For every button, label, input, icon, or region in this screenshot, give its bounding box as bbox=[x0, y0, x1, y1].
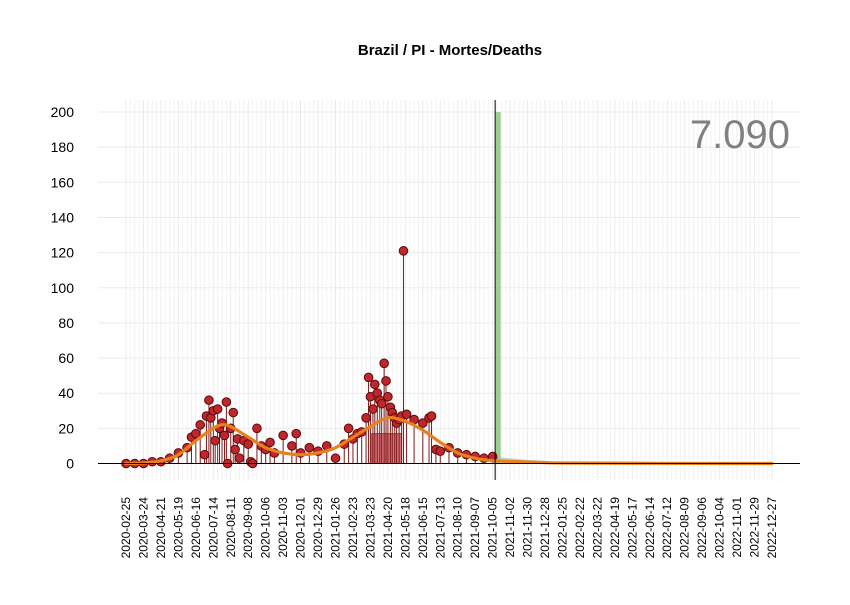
data-point bbox=[230, 444, 240, 455]
y-tick-label: 180 bbox=[51, 139, 75, 155]
data-point bbox=[418, 418, 428, 428]
x-tick-label: 2020-09-08 bbox=[241, 497, 255, 559]
x-tick-label: 2022-09-06 bbox=[695, 497, 709, 559]
x-tick-label: 2021-02-23 bbox=[346, 497, 360, 559]
x-tick-label: 2021-04-20 bbox=[381, 497, 395, 559]
x-tick-label: 2021-11-30 bbox=[521, 497, 535, 558]
data-point bbox=[210, 435, 220, 446]
data-point bbox=[363, 372, 374, 383]
y-tick-label: 200 bbox=[51, 104, 75, 120]
y-tick-label: 100 bbox=[51, 280, 75, 296]
data-point bbox=[330, 453, 341, 464]
x-tick-label: 2022-10-04 bbox=[713, 497, 727, 559]
x-tick-label: 2022-08-09 bbox=[678, 497, 692, 559]
x-tick-label: 2022-07-12 bbox=[660, 497, 674, 559]
x-tick-label: 2020-06-16 bbox=[189, 497, 203, 559]
data-point bbox=[265, 437, 275, 448]
data-point bbox=[221, 397, 232, 407]
y-tick-label: 60 bbox=[58, 350, 74, 366]
chart-title: Brazil / PI - Mortes/Deaths bbox=[358, 42, 542, 59]
x-tick-label: 2020-07-14 bbox=[206, 497, 220, 559]
data-point bbox=[361, 413, 371, 423]
x-tick-label: 2021-07-13 bbox=[433, 497, 447, 559]
highlight-bar bbox=[495, 112, 501, 464]
data-point bbox=[287, 441, 297, 451]
y-tick-label: 120 bbox=[51, 245, 75, 261]
x-tick-label: 2022-05-17 bbox=[625, 497, 639, 559]
data-point bbox=[252, 423, 262, 434]
x-tick-label: 2021-01-26 bbox=[329, 497, 343, 559]
x-tick-label: 2020-05-19 bbox=[171, 497, 185, 559]
x-tick-label: 2020-03-24 bbox=[136, 497, 150, 559]
total-label: 7.090 bbox=[690, 113, 790, 157]
data-point bbox=[376, 398, 387, 409]
data-point bbox=[398, 246, 409, 256]
x-tick-label: 2021-05-18 bbox=[398, 497, 412, 559]
smooth-trend-line bbox=[124, 416, 774, 466]
data-point bbox=[195, 420, 206, 430]
x-tick-label: 2021-10-05 bbox=[486, 497, 500, 559]
data-point bbox=[191, 428, 201, 439]
x-tick-label: 2020-02-25 bbox=[119, 497, 133, 559]
x-tick-label: 2021-03-23 bbox=[363, 497, 377, 559]
x-tick-label: 2022-12-27 bbox=[765, 497, 779, 559]
x-tick-label: 2022-03-22 bbox=[590, 497, 604, 559]
data-point bbox=[204, 395, 214, 406]
x-tick-label: 2022-01-25 bbox=[555, 497, 569, 559]
data-point bbox=[212, 404, 223, 414]
x-tick-label: 2022-11-29 bbox=[748, 497, 762, 558]
x-tick-label: 2020-10-06 bbox=[259, 497, 273, 559]
data-point bbox=[278, 430, 288, 441]
x-tick-label: 2021-06-15 bbox=[416, 497, 430, 559]
y-tick-label: 40 bbox=[58, 385, 74, 401]
data-point bbox=[435, 446, 446, 456]
x-tick-label: 2022-06-14 bbox=[643, 497, 657, 559]
y-tick-label: 0 bbox=[66, 456, 74, 472]
data-point bbox=[219, 430, 230, 441]
x-tick-label: 2020-04-21 bbox=[154, 497, 168, 559]
data-point bbox=[369, 379, 380, 390]
data-point bbox=[343, 423, 354, 434]
data-point bbox=[381, 376, 391, 386]
x-tick-label: 2021-09-07 bbox=[468, 497, 482, 559]
data-point bbox=[228, 407, 239, 418]
data-point bbox=[401, 409, 412, 420]
data-point bbox=[383, 391, 393, 402]
data-point bbox=[199, 449, 210, 460]
x-tick-label: 2021-12-28 bbox=[538, 497, 552, 559]
x-tick-label: 2020-08-11 bbox=[224, 497, 238, 558]
x-tick-label: 2020-12-29 bbox=[311, 497, 325, 559]
y-tick-label: 160 bbox=[51, 174, 75, 190]
y-tick-label: 20 bbox=[58, 420, 74, 436]
data-point bbox=[304, 442, 315, 453]
y-tick-label: 80 bbox=[58, 315, 74, 331]
data-point bbox=[234, 453, 245, 464]
data-point bbox=[379, 358, 389, 369]
data-point bbox=[368, 404, 378, 414]
data-point bbox=[291, 428, 302, 439]
x-tick-label: 2022-11-01 bbox=[730, 497, 744, 558]
data-point bbox=[426, 411, 437, 421]
x-tick-label: 2022-04-19 bbox=[608, 497, 622, 559]
x-tick-label: 2020-11-03 bbox=[276, 497, 290, 558]
grid-layer bbox=[98, 100, 800, 480]
x-tick-label: 2020-12-01 bbox=[294, 497, 308, 559]
mark-layer bbox=[121, 112, 774, 469]
x-tick-label: 2021-08-10 bbox=[451, 497, 465, 559]
y-tick-label: 140 bbox=[51, 209, 75, 225]
x-tick-label: 2022-02-22 bbox=[573, 497, 587, 559]
x-tick-label: 2021-11-02 bbox=[503, 497, 517, 558]
data-point bbox=[243, 439, 254, 449]
